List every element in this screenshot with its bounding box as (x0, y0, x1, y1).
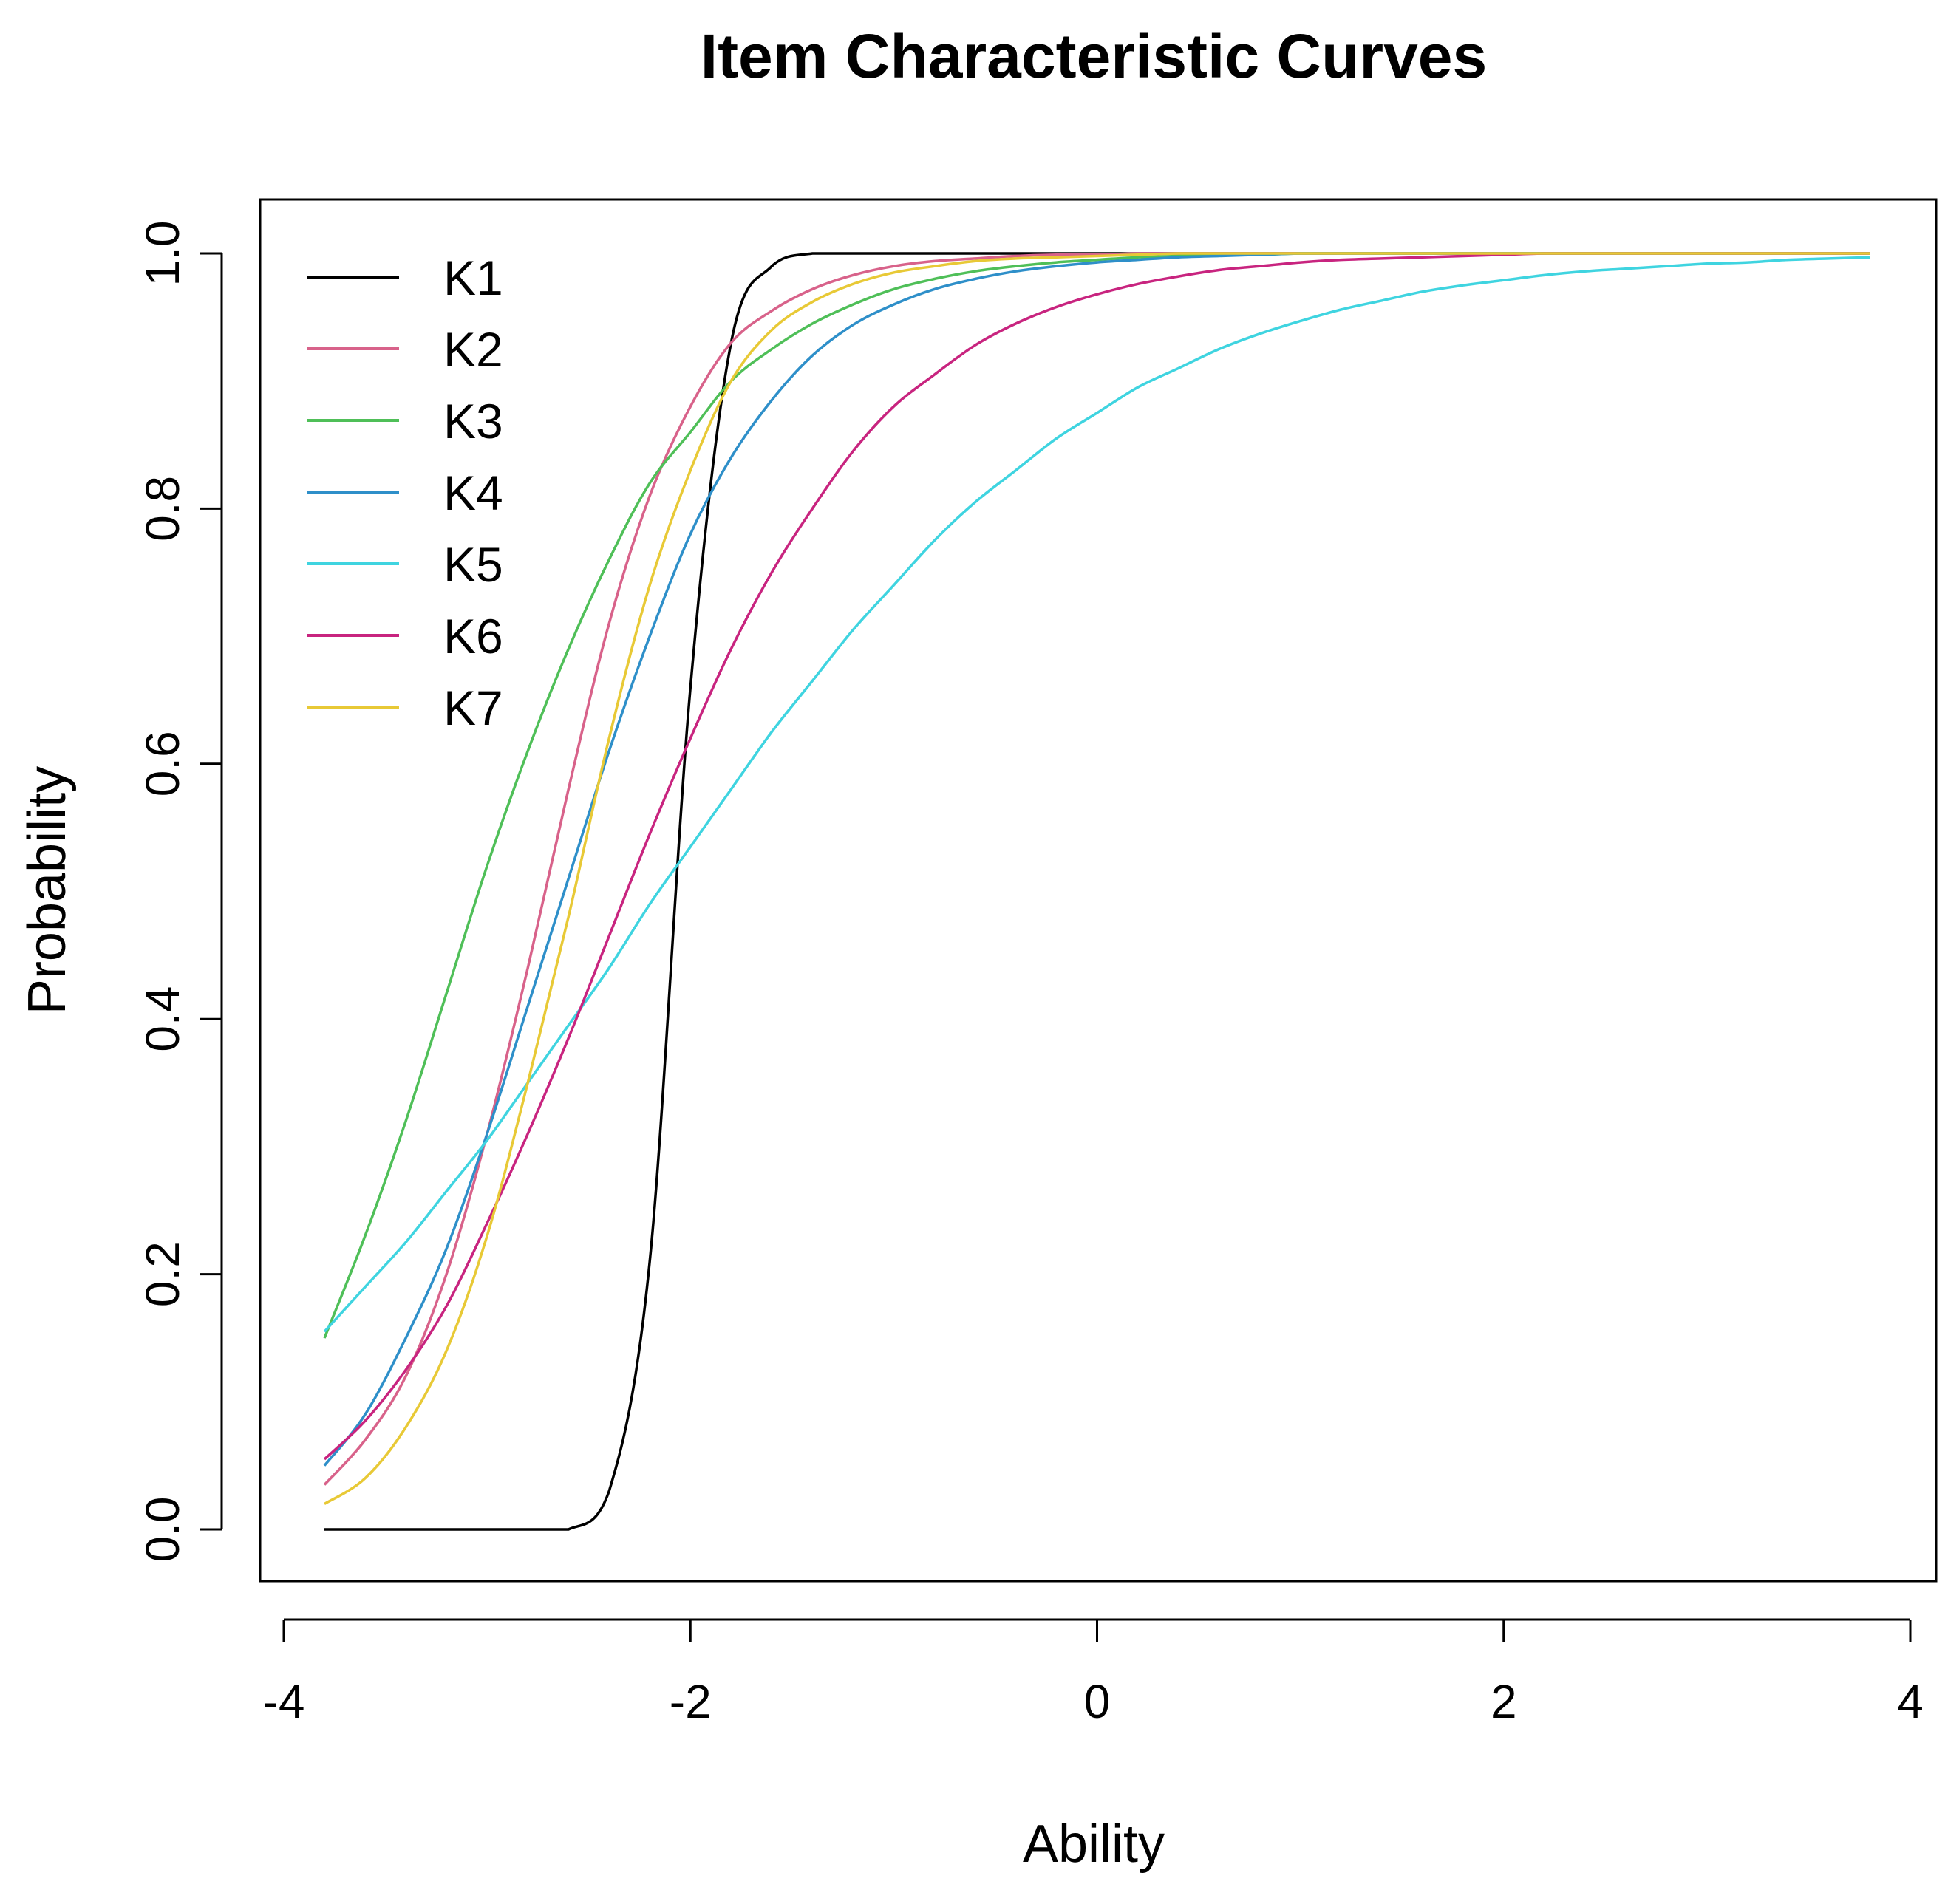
legend-label-k2: K2 (443, 322, 503, 377)
y-tick-label: 0.8 (136, 476, 189, 542)
y-axis: 0.0 0.2 0.4 0.6 0.8 1.0 (136, 221, 223, 1563)
y-tick-label: 0.2 (136, 1241, 189, 1307)
chart-title: Item Characteristic Curves (701, 21, 1487, 91)
y-axis-label: Probability (18, 766, 77, 1014)
series-line-k5 (323, 256, 1870, 1333)
legend-label-k6: K6 (443, 609, 503, 663)
legend: K1 K2 K3 K4 K5 K6 K7 (307, 250, 503, 735)
x-tick-label: 2 (1491, 1675, 1517, 1728)
x-axis-label: Ability (1023, 1815, 1165, 1874)
x-tick-label: 0 (1084, 1675, 1111, 1728)
legend-label-k4: K4 (443, 465, 503, 520)
series-line-k1 (324, 252, 1870, 1531)
legend-label-k7: K7 (443, 680, 503, 735)
series-lines (323, 252, 1870, 1531)
series-line-k7 (324, 252, 1870, 1505)
y-tick-label: 0.6 (136, 731, 189, 796)
series-line-k4 (323, 252, 1870, 1467)
y-tick-label: 0.0 (136, 1497, 189, 1563)
x-tick-label: -4 (263, 1675, 305, 1728)
x-tick-label: 4 (1897, 1675, 1924, 1728)
x-tick-label: -2 (670, 1675, 712, 1728)
legend-label-k3: K3 (443, 394, 503, 448)
plot-frame (259, 198, 1938, 1583)
x-axis: -4 -2 0 2 4 (263, 1618, 1924, 1728)
series-line-k3 (323, 252, 1870, 1339)
legend-label-k1: K1 (443, 250, 503, 305)
legend-label-k5: K5 (443, 537, 503, 592)
series-line-k2 (323, 252, 1870, 1486)
y-tick-label: 1.0 (136, 221, 189, 287)
y-tick-label: 0.4 (136, 986, 189, 1052)
series-line-k6 (323, 252, 1870, 1461)
